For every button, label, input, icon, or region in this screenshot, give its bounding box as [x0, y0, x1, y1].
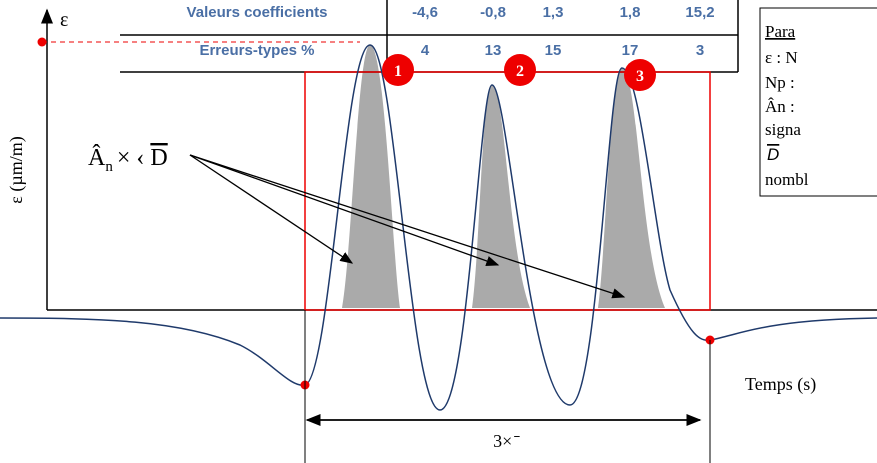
- cell: 1,3: [543, 4, 564, 21]
- cell: -0,8: [480, 4, 506, 21]
- area-label: Ân × ‹ D: [88, 145, 168, 175]
- cell: 15,2: [685, 4, 714, 21]
- peak-number: 3: [636, 68, 644, 85]
- x-label: Temps (s): [745, 374, 816, 395]
- cell: 15: [545, 42, 562, 59]
- row-label: Erreurs-types %: [199, 42, 314, 59]
- legend-line: Np :: [765, 73, 795, 92]
- area-a: Â: [88, 145, 106, 171]
- legend-line: signa: [765, 120, 801, 139]
- y-label: ε (µm/m): [6, 136, 27, 203]
- axis-symbol: ε: [60, 9, 68, 31]
- strain-curve: [0, 44, 877, 411]
- legend-line: Ân :: [765, 97, 795, 116]
- peak-number: 2: [516, 63, 524, 80]
- legend-line: nombl: [765, 170, 809, 189]
- row-label: Valeurs coefficients: [187, 4, 328, 21]
- cell: 13: [485, 42, 502, 59]
- area-arrows: [189, 154, 626, 299]
- peak-number: 1: [394, 63, 402, 80]
- legend-box: [759, 7, 877, 197]
- cell: -4,6: [412, 4, 438, 21]
- peak-badge: [382, 54, 414, 86]
- cell: 4: [421, 42, 430, 59]
- cell: 1,8: [620, 4, 641, 21]
- cell: 3: [696, 42, 704, 59]
- legend-line: ε : N: [765, 48, 798, 67]
- peak-badge: [504, 54, 536, 86]
- legend-line: D: [767, 145, 779, 164]
- duration-label: 3× ̄: [493, 431, 520, 451]
- legend-line: Para: [765, 22, 796, 41]
- area-op: × ‹: [117, 145, 145, 171]
- area-sub: n: [105, 159, 113, 175]
- max-dot: [37, 37, 47, 47]
- cell: 17: [622, 42, 639, 59]
- peak-badge: [624, 59, 656, 91]
- area-d: D: [150, 145, 167, 171]
